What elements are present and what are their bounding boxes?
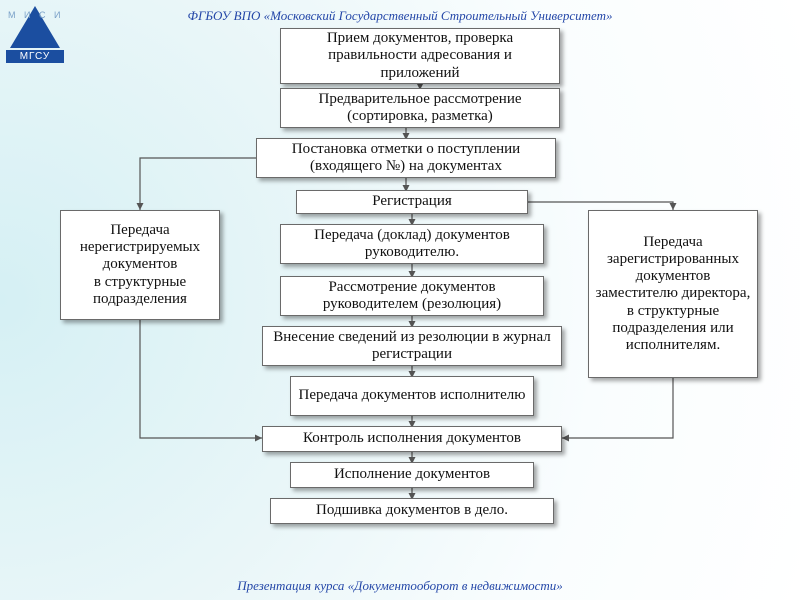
flow-node-right: Передача зарегистрированных документов з… — [588, 210, 758, 378]
flow-node-n3: Постановка отметки о поступлении (входящ… — [256, 138, 556, 178]
flow-node-n5: Передача (доклад) документов руководител… — [280, 224, 544, 264]
flow-node-left: Передача нерегистрируемых документов в с… — [60, 210, 220, 320]
flow-node-label: Постановка отметки о поступлении (входящ… — [263, 141, 549, 176]
flow-node-label: Регистрация — [372, 193, 452, 210]
flow-node-label: Передача зарегистрированных документов з… — [595, 234, 751, 355]
flow-node-label: Рассмотрение документов руководителем (р… — [287, 279, 537, 314]
flow-node-label: Исполнение документов — [334, 466, 490, 483]
flow-node-n11: Подшивка документов в дело. — [270, 498, 554, 524]
flow-node-label: Предварительное рассмотрение (сортировка… — [287, 91, 553, 126]
flow-node-label: Прием документов, проверка правильности … — [287, 30, 553, 82]
flow-node-n9: Контроль исполнения документов — [262, 426, 562, 452]
flow-node-label: Контроль исполнения документов — [303, 430, 521, 447]
flow-node-n2: Предварительное рассмотрение (сортировка… — [280, 88, 560, 128]
flow-node-label: Передача документов исполнителю — [299, 387, 526, 404]
flow-node-n4: Регистрация — [296, 190, 528, 214]
flow-node-label: Внесение сведений из резолюции в журнал … — [269, 329, 555, 364]
flow-node-n8: Передача документов исполнителю — [290, 376, 534, 416]
flow-node-n6: Рассмотрение документов руководителем (р… — [280, 276, 544, 316]
flow-node-n7: Внесение сведений из резолюции в журнал … — [262, 326, 562, 366]
flow-node-n1: Прием документов, проверка правильности … — [280, 28, 560, 84]
page-footer: Презентация курса «Документооборот в нед… — [0, 578, 800, 594]
page-header: ФГБОУ ВПО «Московский Государственный Ст… — [0, 8, 800, 24]
logo-bar: МГСУ — [6, 50, 64, 63]
flow-node-label: Передача (доклад) документов руководител… — [287, 227, 537, 262]
flow-node-label: Передача нерегистрируемых документов в с… — [67, 222, 213, 308]
flow-node-label: Подшивка документов в дело. — [316, 502, 508, 519]
flow-node-n10: Исполнение документов — [290, 462, 534, 488]
